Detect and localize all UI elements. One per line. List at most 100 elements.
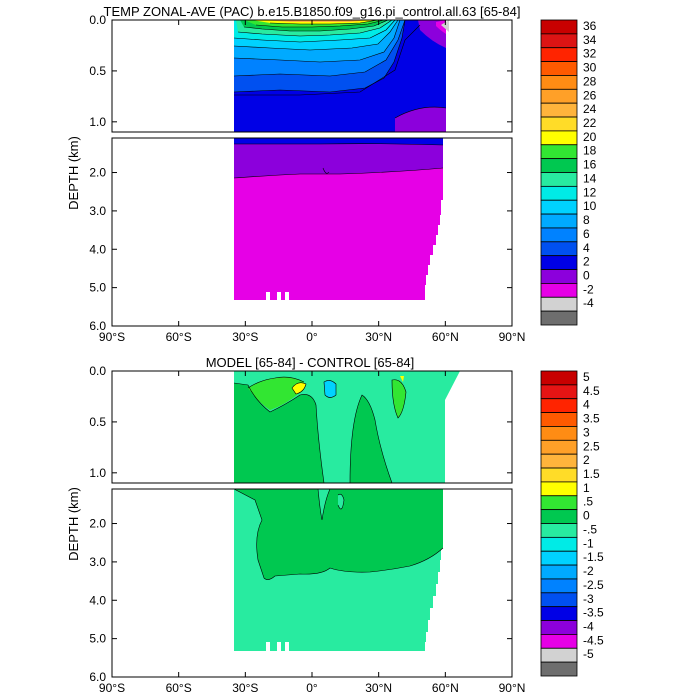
colorbar-label: 18 bbox=[583, 144, 597, 158]
chart-title: TEMP ZONAL-AVE (PAC) b.e15.B1850.f09_g16… bbox=[104, 4, 521, 19]
x-tick-label: 30°S bbox=[232, 330, 258, 344]
chart-difference: MODEL [65-84] - CONTROL [65-84] bbox=[66, 355, 604, 695]
x-tick: 90°N bbox=[499, 20, 526, 344]
colorbar-label: 1.5 bbox=[583, 467, 600, 481]
diff-contours-upper bbox=[233, 376, 407, 483]
colorbar-difference: 54.543.532.521.51.50-.5-1-1.5-2-2.5-3-3.… bbox=[540, 370, 604, 677]
x-tick-label: 30°N bbox=[365, 681, 392, 695]
colorbar-swatch bbox=[540, 647, 578, 663]
colorbar-swatch bbox=[540, 33, 578, 49]
temp-contours-upper bbox=[233, 20, 447, 119]
y-tick-label: 1.0 bbox=[89, 115, 106, 129]
field-band bbox=[234, 20, 446, 132]
colorbar-swatch bbox=[540, 509, 578, 524]
y-tick: 1.0 bbox=[89, 115, 512, 129]
y-tick: 4.0 bbox=[89, 242, 512, 256]
colorbar-label: 2 bbox=[583, 453, 590, 467]
colorbar-label: -1 bbox=[583, 536, 594, 550]
x-tick: 30°S bbox=[232, 371, 258, 695]
field-band bbox=[395, 107, 446, 132]
colorbar-label: 22 bbox=[583, 116, 597, 130]
colorbar-label: -1.5 bbox=[583, 550, 604, 564]
x-tick-label: 0° bbox=[306, 330, 318, 344]
colorbar-swatch bbox=[540, 523, 578, 538]
x-tick: 30°S bbox=[232, 20, 258, 344]
x-ticks: 90°S 60°S 30°S 0° 30°N 60°N 90°N bbox=[99, 371, 525, 695]
y-tick: 2.0 bbox=[89, 517, 512, 531]
y-tick: 0.5 bbox=[89, 64, 512, 78]
y-tick-label: 6.0 bbox=[89, 670, 106, 684]
y-tick-label: 4.0 bbox=[89, 242, 106, 256]
colorbar-swatch bbox=[540, 481, 578, 497]
field-band bbox=[338, 494, 344, 509]
colorbar-swatch bbox=[540, 661, 578, 677]
x-tick: 30°N bbox=[365, 20, 392, 344]
colorbar-swatch bbox=[540, 88, 578, 104]
colorbar-label: 3.5 bbox=[583, 412, 600, 426]
colorbar-label: 14 bbox=[583, 171, 597, 185]
colorbar-label: 5 bbox=[583, 370, 590, 384]
y-tick: 6.0 bbox=[89, 670, 512, 684]
y-ticks: 0.0 0.5 1.0 2.0 3.0 4.0 5.0 6.0 bbox=[89, 13, 512, 333]
chart-title: MODEL [65-84] - CONTROL [65-84] bbox=[206, 355, 415, 370]
y-tick-label: 5.0 bbox=[89, 632, 106, 646]
colorbar-label: 24 bbox=[583, 102, 597, 116]
colorbar-label: -4 bbox=[583, 620, 594, 634]
x-tick-label: 90°N bbox=[499, 330, 526, 344]
x-tick: 0° bbox=[306, 371, 318, 695]
y-tick-label: 5.0 bbox=[89, 281, 106, 295]
y-tick-label: 4.0 bbox=[89, 593, 106, 607]
field-band bbox=[392, 379, 406, 418]
temp-field-upper bbox=[233, 20, 449, 132]
colorbar-label: -4 bbox=[583, 296, 594, 310]
colorbar-swatch bbox=[540, 467, 578, 483]
colorbar-swatch bbox=[540, 296, 578, 312]
y-tick: 5.0 bbox=[89, 281, 512, 295]
colorbar-swatch bbox=[540, 606, 578, 621]
colorbar-swatch bbox=[540, 426, 578, 441]
x-tick-label: 30°S bbox=[232, 681, 258, 695]
colorbar-swatch bbox=[540, 19, 578, 35]
field-band bbox=[234, 138, 443, 300]
y-tick: 1.0 bbox=[89, 466, 512, 480]
colorbar-label: 2 bbox=[583, 255, 590, 269]
colorbar-label: 4 bbox=[583, 241, 590, 255]
colorbar-swatch bbox=[540, 185, 578, 201]
y-ticks: 0.0 0.5 1.0 2.0 3.0 4.0 5.0 6.0 bbox=[89, 364, 512, 684]
x-tick: 90°N bbox=[499, 371, 525, 695]
colorbar-label: 2.5 bbox=[583, 439, 600, 453]
colorbar-label: 10 bbox=[583, 199, 597, 213]
y-tick-label: 1.0 bbox=[89, 466, 106, 480]
colorbar-label: 3 bbox=[583, 425, 590, 439]
colorbar-swatch bbox=[540, 620, 578, 635]
field-band bbox=[234, 489, 443, 580]
colorbar-swatch bbox=[540, 453, 578, 469]
colorbar-label: -4.5 bbox=[583, 633, 604, 647]
colorbar-swatch bbox=[540, 144, 578, 160]
y-tick: 6.0 bbox=[89, 319, 512, 333]
field-band bbox=[292, 382, 306, 394]
y-axis-label: DEPTH (km) bbox=[66, 136, 81, 210]
colorbar-swatch bbox=[540, 384, 578, 400]
y-tick: 4.0 bbox=[89, 593, 512, 607]
colorbar-label: 30 bbox=[583, 61, 597, 75]
colorbar-label: 28 bbox=[583, 74, 597, 88]
colorbar-label: 20 bbox=[583, 130, 597, 144]
diff-contours-lower bbox=[233, 489, 444, 580]
colorbar-label: 4 bbox=[583, 398, 590, 412]
colorbar-label: -2 bbox=[583, 564, 594, 578]
field-band bbox=[234, 138, 443, 145]
x-tick: 60°N bbox=[432, 371, 459, 695]
colorbar-swatch bbox=[540, 398, 578, 413]
colorbar-swatch bbox=[540, 536, 578, 552]
colorbar-swatch bbox=[540, 412, 578, 427]
field-band bbox=[266, 642, 289, 651]
colorbar-swatch bbox=[540, 199, 578, 215]
colorbar-swatch bbox=[540, 578, 578, 594]
colorbar-label: 26 bbox=[583, 88, 597, 102]
colorbar-swatch bbox=[540, 241, 578, 257]
colorbar-swatch bbox=[540, 102, 578, 118]
colorbar-label: .5 bbox=[583, 495, 593, 509]
field-band bbox=[400, 376, 404, 382]
